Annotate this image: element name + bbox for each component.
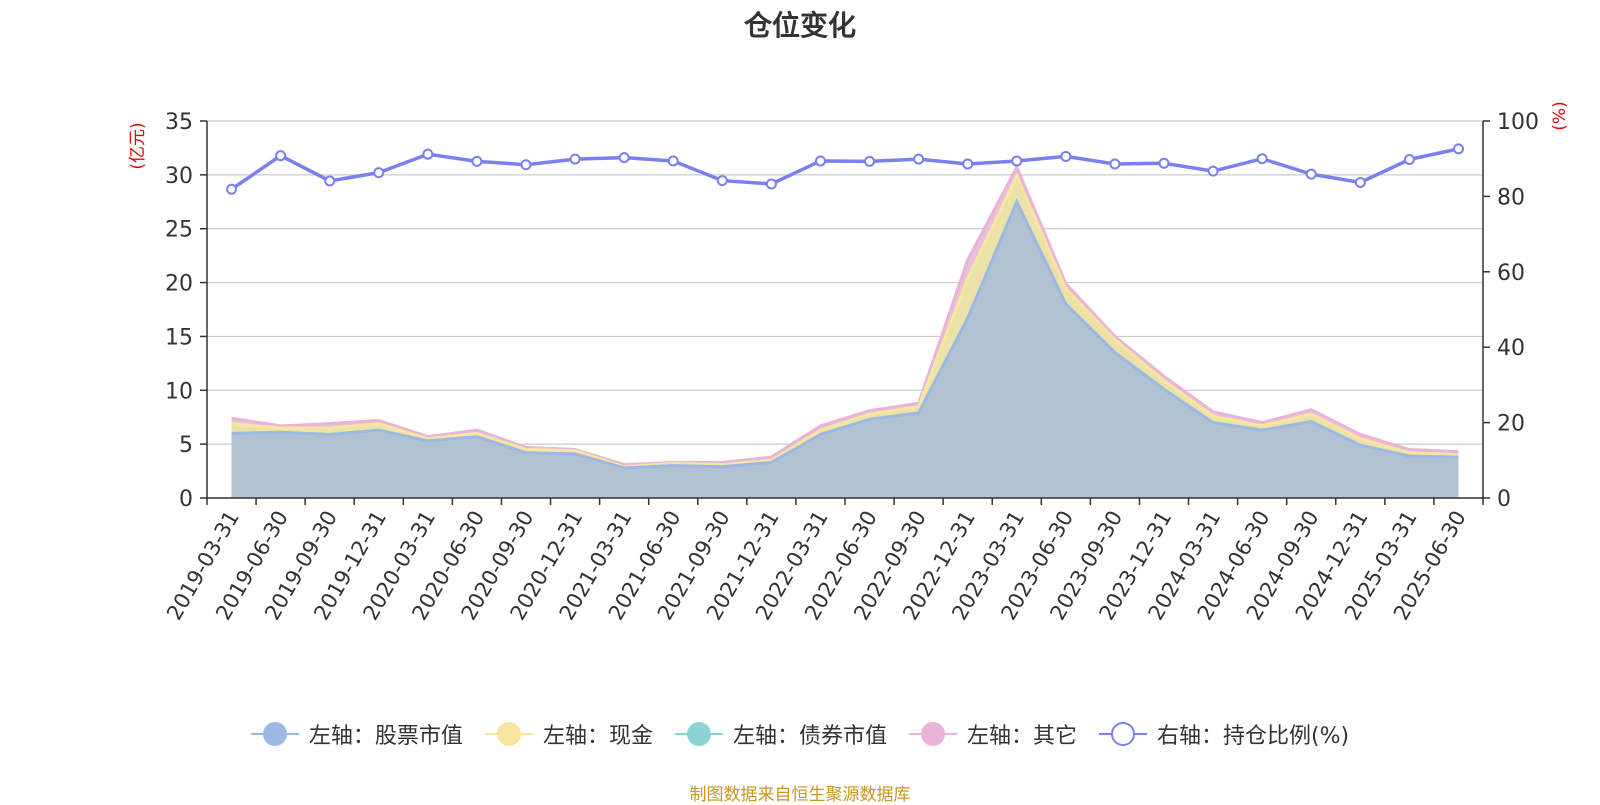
right-tick-label: 80 xyxy=(1497,185,1525,210)
area-edge-左轴：股票市值 xyxy=(231,198,1459,470)
legend-label: 左轴：股票市值 xyxy=(308,724,463,749)
ratio-point xyxy=(520,159,532,171)
ratio-point xyxy=(1060,150,1072,162)
ratio-point xyxy=(864,155,876,167)
ratio-point xyxy=(1109,158,1121,170)
ratio-point xyxy=(962,158,974,170)
ratio-line xyxy=(226,143,1464,195)
legend-label: 左轴：债券市值 xyxy=(732,724,887,749)
ratio-point xyxy=(569,153,581,165)
ratio-point xyxy=(1403,153,1415,165)
stacked-areas xyxy=(231,163,1459,499)
area-edge-左轴：其它 xyxy=(231,163,1459,467)
ratio-point xyxy=(1354,176,1366,188)
legend-item[interactable]: 左轴：其它 xyxy=(908,718,1077,750)
left-tick-label: 25 xyxy=(165,218,193,243)
area-左轴：股票市值 xyxy=(231,201,1459,499)
ratio-point xyxy=(1305,168,1317,180)
ratio-point xyxy=(226,183,238,195)
legend: 左轴：股票市值 左轴：现金 左轴：债券市值 左轴：其它 右轴：持仓比例(%) xyxy=(0,718,1600,750)
legend-label: 右轴：持仓比例(%) xyxy=(1156,724,1350,749)
legend-swatch xyxy=(908,722,957,746)
legend-item[interactable]: 右轴：持仓比例(%) xyxy=(1098,718,1350,750)
legend-swatch xyxy=(1098,722,1147,746)
left-tick-label: 5 xyxy=(179,433,193,458)
legend-item[interactable]: 左轴：股票市值 xyxy=(250,718,463,750)
left-axis-label: (亿元) xyxy=(128,122,148,169)
legend-swatch xyxy=(484,722,533,746)
left-tick-label: 0 xyxy=(179,487,193,512)
legend-swatch xyxy=(250,722,299,746)
ratio-point xyxy=(913,153,925,165)
right-tick-label: 20 xyxy=(1497,412,1525,437)
ratio-point xyxy=(275,150,287,162)
right-axis-label: (%) xyxy=(1550,101,1570,130)
ratio-point xyxy=(373,167,385,179)
right-tick-label: 60 xyxy=(1497,261,1525,286)
ratio-point xyxy=(422,148,434,160)
ratio-point xyxy=(324,175,336,187)
right-tick-label: 40 xyxy=(1497,336,1525,361)
left-tick-label: 10 xyxy=(165,379,193,404)
legend-label: 左轴：现金 xyxy=(542,724,653,749)
ratio-point xyxy=(667,155,679,167)
right-tick-label: 0 xyxy=(1497,487,1511,512)
left-tick-label: 15 xyxy=(165,325,193,350)
source-note: 制图数据来自恒生聚源数据库 xyxy=(689,785,911,805)
ratio-point xyxy=(1011,155,1023,167)
ratio-point xyxy=(1158,157,1170,169)
left-tick-label: 35 xyxy=(165,110,193,135)
axes: 051015202530350204060801002019-03-312019… xyxy=(162,110,1539,624)
ratio-point xyxy=(618,152,630,164)
legend-swatch xyxy=(674,722,723,746)
left-tick-label: 30 xyxy=(165,164,193,189)
ratio-point xyxy=(765,178,777,190)
chart-title: 仓位变化 xyxy=(743,9,856,42)
ratio-point xyxy=(1452,143,1464,155)
ratio-point xyxy=(471,155,483,167)
ratio-point xyxy=(814,155,826,167)
ratio-point xyxy=(1207,165,1219,177)
legend-label: 左轴：其它 xyxy=(966,724,1077,749)
legend-item[interactable]: 左轴：债券市值 xyxy=(674,718,887,750)
ratio-point xyxy=(1256,153,1268,165)
legend-item[interactable]: 左轴：现金 xyxy=(484,718,653,750)
right-tick-label: 100 xyxy=(1497,110,1539,135)
area-edge-左轴：现金 xyxy=(231,172,1459,469)
left-tick-label: 20 xyxy=(165,272,193,297)
ratio-line-path xyxy=(230,147,1459,191)
ratio-point xyxy=(716,175,728,187)
